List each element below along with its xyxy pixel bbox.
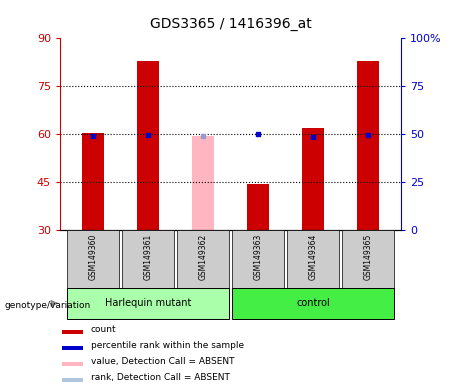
Bar <box>231 288 395 319</box>
Bar <box>62 346 83 349</box>
Bar <box>177 230 230 288</box>
Text: count: count <box>91 325 116 334</box>
Bar <box>82 133 104 230</box>
Text: percentile rank within the sample: percentile rank within the sample <box>91 341 244 350</box>
Bar <box>137 61 159 230</box>
Text: GSM149364: GSM149364 <box>308 233 318 280</box>
Text: GSM149362: GSM149362 <box>199 233 207 280</box>
Text: GDS3365 / 1416396_at: GDS3365 / 1416396_at <box>150 17 311 31</box>
Bar <box>247 184 269 230</box>
Bar <box>66 288 230 319</box>
Bar <box>192 136 214 230</box>
Text: Harlequin mutant: Harlequin mutant <box>105 298 191 308</box>
Text: GSM149363: GSM149363 <box>254 233 262 280</box>
Text: control: control <box>296 298 330 308</box>
Bar <box>62 329 83 334</box>
Bar <box>62 362 83 366</box>
Text: genotype/variation: genotype/variation <box>5 301 91 310</box>
Text: GSM149360: GSM149360 <box>89 233 97 280</box>
Bar <box>122 230 174 288</box>
Bar <box>357 61 379 230</box>
Bar <box>62 377 83 382</box>
Text: GSM149365: GSM149365 <box>364 233 372 280</box>
Bar <box>231 230 284 288</box>
Text: GSM149361: GSM149361 <box>143 233 153 280</box>
Bar <box>66 230 119 288</box>
Bar <box>287 230 339 288</box>
Text: value, Detection Call = ABSENT: value, Detection Call = ABSENT <box>91 357 234 366</box>
Bar <box>342 230 395 288</box>
Text: rank, Detection Call = ABSENT: rank, Detection Call = ABSENT <box>91 373 230 382</box>
Bar <box>302 128 324 230</box>
